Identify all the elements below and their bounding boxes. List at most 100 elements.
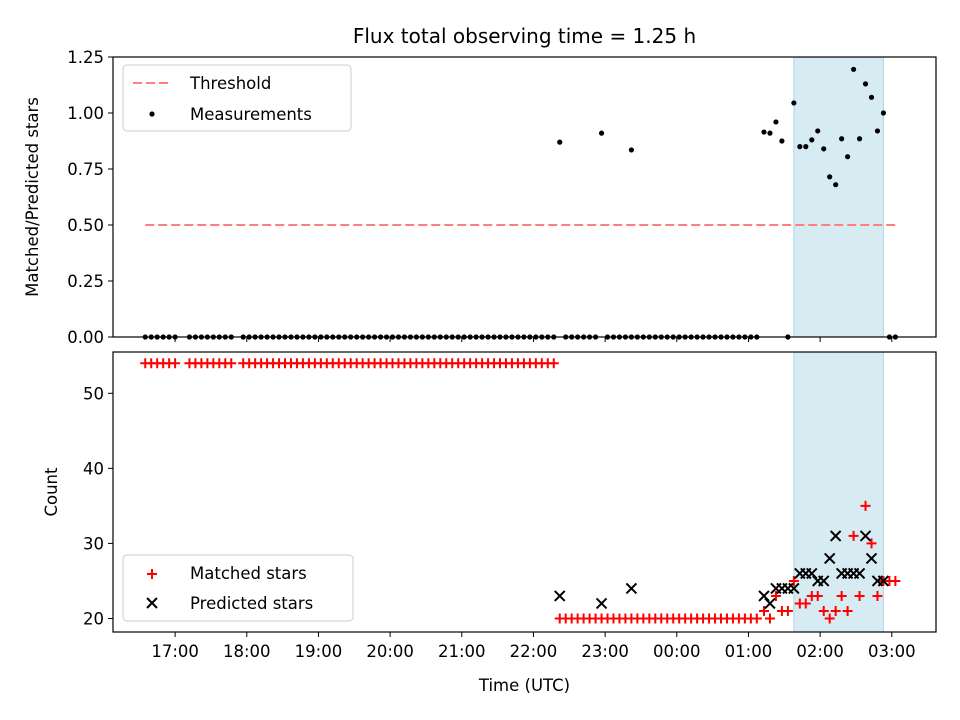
threshold-legend-label: Threshold xyxy=(189,74,271,93)
y-tick-label: 40 xyxy=(83,459,104,478)
matched-point xyxy=(824,613,835,624)
matched-point xyxy=(751,613,762,624)
measurement-legend-label: Measurements xyxy=(190,105,312,124)
matched-point xyxy=(890,575,901,586)
x-tick-label: 00:00 xyxy=(653,642,701,661)
y-tick-label: 20 xyxy=(83,609,104,628)
predicted-point xyxy=(818,575,830,587)
matched-legend-label: Matched stars xyxy=(190,564,307,583)
x-tick-label: 18:00 xyxy=(223,642,271,661)
ratio-legend: Threshold Measurements xyxy=(122,64,352,132)
measurement-point xyxy=(856,136,863,142)
predicted-point xyxy=(829,530,842,542)
matched-points xyxy=(140,358,901,624)
matched-point xyxy=(854,590,865,601)
counts-ticks: 20 30 40 50 17:00 18:00 19:00 20:00 21:00 22:00 23… xyxy=(83,384,916,661)
counts-y-label: Count xyxy=(42,467,61,517)
matched-point xyxy=(770,590,781,601)
measurement-legend-swatch xyxy=(149,111,155,117)
y-tick-label: 0.75 xyxy=(67,160,104,179)
predicted-point xyxy=(764,597,776,610)
predicted-point xyxy=(554,590,566,602)
measurement-point xyxy=(850,66,857,72)
matched-point xyxy=(226,358,237,369)
y-tick-label: 0.50 xyxy=(67,216,104,235)
predicted-point xyxy=(595,597,608,610)
ratio-y-label: Matched/Predicted stars xyxy=(23,97,42,297)
measurement-point xyxy=(868,94,875,100)
measurement-point xyxy=(815,128,821,134)
measurement-point xyxy=(628,147,635,153)
matched-point xyxy=(818,605,829,616)
measurement-point xyxy=(862,81,869,87)
x-tick-label: 03:00 xyxy=(868,642,916,661)
measurement-point xyxy=(874,128,881,134)
predicted-point xyxy=(865,552,878,565)
predicted-point xyxy=(853,567,866,580)
measurement-point xyxy=(767,130,773,136)
measurement-point xyxy=(833,182,839,188)
counts-legend-box xyxy=(122,554,354,622)
matched-point xyxy=(860,500,871,511)
highlight-span xyxy=(793,351,884,633)
matched-point xyxy=(866,538,877,549)
figure-title: Flux total observing time = 1.25 h xyxy=(353,24,696,48)
measurement-point xyxy=(773,119,779,125)
predicted-point xyxy=(788,582,800,595)
measurement-point xyxy=(809,137,815,143)
predicted-point xyxy=(823,552,836,565)
measurement-point xyxy=(557,139,563,145)
measurement-point xyxy=(845,154,851,160)
predicted-point xyxy=(758,590,770,602)
y-tick-label: 1.00 xyxy=(67,104,104,123)
counts-panel: 20 30 40 50 17:00 18:00 19:00 20:00 21:00 22:00 23… xyxy=(42,351,937,661)
measurement-point xyxy=(839,136,845,142)
x-tick-label: 23:00 xyxy=(581,642,629,661)
matched-point xyxy=(848,530,859,541)
y-tick-label: 30 xyxy=(83,534,104,553)
counts-axes-frame xyxy=(112,351,937,633)
measurement-point xyxy=(779,138,785,144)
measurement-point xyxy=(761,129,767,135)
y-tick-label: 0.00 xyxy=(67,328,104,347)
matched-point xyxy=(830,605,841,616)
measurement-point xyxy=(598,130,605,136)
matched-point xyxy=(812,590,823,601)
ratio-legend-box xyxy=(122,64,352,132)
matched-point xyxy=(170,358,181,369)
matched-point xyxy=(836,590,847,601)
y-tick-label: 0.25 xyxy=(67,272,104,291)
matched-point xyxy=(788,575,799,586)
predicted-point xyxy=(859,530,872,542)
predicted-legend-label: Predicted stars xyxy=(190,594,313,613)
measurement-point xyxy=(803,144,809,150)
x-tick-label: 17:00 xyxy=(151,642,199,661)
measurement-point xyxy=(791,100,797,106)
predicted-legend-swatch xyxy=(146,597,158,609)
matched-point xyxy=(842,605,853,616)
matched-point xyxy=(872,590,883,601)
measurement-point xyxy=(827,174,833,180)
matched-legend-swatch xyxy=(147,569,157,579)
x-tick-label: 19:00 xyxy=(295,642,343,661)
y-tick-label: 1.25 xyxy=(67,48,104,67)
counts-legend: Matched stars Predicted stars xyxy=(122,554,354,622)
x-tick-label: 02:00 xyxy=(796,642,844,661)
matched-point xyxy=(548,358,559,369)
ratio-ticks: 0.00 0.25 0.50 0.75 1.00 1.25 xyxy=(67,48,893,347)
measurement-points xyxy=(142,66,898,340)
highlight-span xyxy=(793,56,884,338)
predicted-point xyxy=(625,582,638,595)
ratio-axes-frame xyxy=(112,56,937,338)
measurement-point xyxy=(880,110,887,116)
x-tick-label: 22:00 xyxy=(510,642,558,661)
matched-point xyxy=(782,605,793,616)
predicted-point xyxy=(877,575,890,587)
matched-point xyxy=(758,605,769,616)
x-tick-label: 01:00 xyxy=(725,642,773,661)
y-tick-label: 50 xyxy=(83,384,104,403)
measurement-point xyxy=(821,146,827,152)
predicted-point xyxy=(806,567,818,580)
x-axis-label: Time (UTC) xyxy=(478,676,570,695)
